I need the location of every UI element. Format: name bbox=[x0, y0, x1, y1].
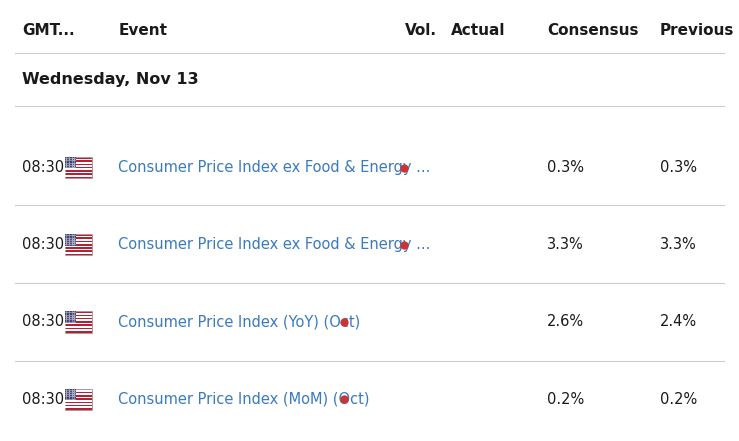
FancyBboxPatch shape bbox=[65, 326, 92, 328]
FancyBboxPatch shape bbox=[65, 172, 92, 173]
FancyBboxPatch shape bbox=[65, 159, 92, 160]
Text: 08:30: 08:30 bbox=[22, 392, 64, 407]
FancyBboxPatch shape bbox=[65, 234, 92, 255]
FancyBboxPatch shape bbox=[65, 168, 92, 170]
FancyBboxPatch shape bbox=[65, 165, 92, 167]
Text: Previous: Previous bbox=[660, 23, 735, 38]
FancyBboxPatch shape bbox=[65, 234, 75, 246]
Text: Consumer Price Index ex Food & Energy ...: Consumer Price Index ex Food & Energy ..… bbox=[118, 237, 431, 252]
FancyBboxPatch shape bbox=[65, 407, 92, 408]
FancyBboxPatch shape bbox=[65, 162, 92, 164]
FancyBboxPatch shape bbox=[65, 400, 92, 402]
Text: Vol.: Vol. bbox=[405, 23, 437, 38]
Text: 0.3%: 0.3% bbox=[547, 160, 584, 175]
FancyBboxPatch shape bbox=[65, 313, 92, 314]
FancyBboxPatch shape bbox=[65, 316, 92, 318]
FancyBboxPatch shape bbox=[65, 329, 92, 331]
FancyBboxPatch shape bbox=[65, 389, 92, 410]
FancyBboxPatch shape bbox=[65, 311, 75, 323]
Text: 3.3%: 3.3% bbox=[547, 237, 584, 252]
Text: 0.2%: 0.2% bbox=[660, 392, 697, 407]
Text: Consumer Price Index (YoY) (Oct): Consumer Price Index (YoY) (Oct) bbox=[118, 314, 361, 329]
Text: 08:30: 08:30 bbox=[22, 314, 64, 329]
FancyBboxPatch shape bbox=[65, 246, 92, 247]
Text: 0.2%: 0.2% bbox=[547, 392, 584, 407]
Text: GMT...: GMT... bbox=[22, 23, 75, 38]
FancyBboxPatch shape bbox=[65, 396, 92, 398]
Text: Consumer Price Index ex Food & Energy ...: Consumer Price Index ex Food & Energy ..… bbox=[118, 160, 431, 175]
Text: Actual: Actual bbox=[451, 23, 505, 38]
Text: 08:30: 08:30 bbox=[22, 237, 64, 252]
Text: 2.4%: 2.4% bbox=[660, 314, 697, 329]
FancyBboxPatch shape bbox=[65, 157, 92, 178]
FancyBboxPatch shape bbox=[65, 393, 92, 395]
FancyBboxPatch shape bbox=[65, 323, 92, 325]
Text: Consumer Price Index (MoM) (Oct): Consumer Price Index (MoM) (Oct) bbox=[118, 392, 370, 407]
FancyBboxPatch shape bbox=[65, 390, 92, 392]
Text: Consensus: Consensus bbox=[547, 23, 638, 38]
FancyBboxPatch shape bbox=[65, 252, 92, 254]
FancyBboxPatch shape bbox=[65, 175, 92, 176]
Text: Wednesday, Nov 13: Wednesday, Nov 13 bbox=[22, 72, 199, 87]
Text: 08:30: 08:30 bbox=[22, 160, 64, 175]
FancyBboxPatch shape bbox=[65, 249, 92, 250]
FancyBboxPatch shape bbox=[65, 311, 92, 333]
FancyBboxPatch shape bbox=[65, 239, 92, 241]
Text: Event: Event bbox=[118, 23, 167, 38]
FancyBboxPatch shape bbox=[65, 157, 75, 168]
Text: 0.3%: 0.3% bbox=[660, 160, 697, 175]
FancyBboxPatch shape bbox=[65, 236, 92, 237]
FancyBboxPatch shape bbox=[65, 319, 92, 321]
FancyBboxPatch shape bbox=[65, 403, 92, 405]
Text: 3.3%: 3.3% bbox=[660, 237, 697, 252]
FancyBboxPatch shape bbox=[65, 389, 75, 400]
FancyBboxPatch shape bbox=[65, 242, 92, 244]
Text: 2.6%: 2.6% bbox=[547, 314, 584, 329]
